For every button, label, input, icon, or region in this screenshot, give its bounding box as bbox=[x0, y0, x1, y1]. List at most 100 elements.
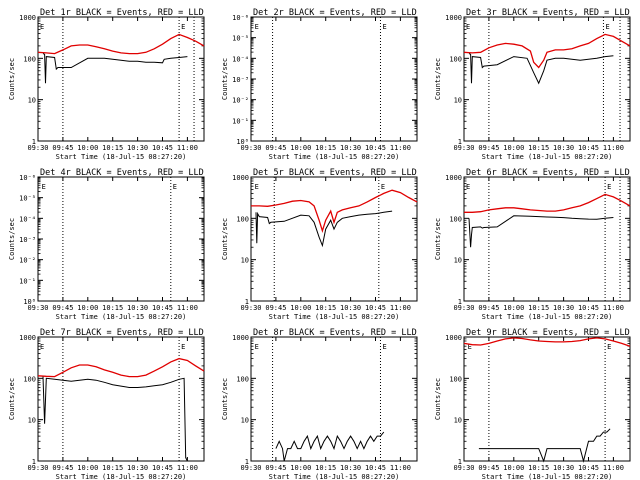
panel-det-4r: Det 4r BLACK = Events, RED = LLD 09:30 09:… bbox=[8, 168, 205, 321]
x-tick-label: 10:00 bbox=[77, 304, 98, 312]
e-marker: E bbox=[382, 23, 386, 31]
panel-title: Det 3r BLACK = Events, RED = LLD bbox=[466, 8, 630, 18]
plot-frame bbox=[37, 16, 205, 142]
x-tick-label: 10:00 bbox=[503, 464, 524, 472]
x-tick-label: 10:30 bbox=[553, 144, 574, 152]
panel-title: Det 2r BLACK = Events, RED = LLD bbox=[253, 8, 417, 18]
y-tick-label: 1 bbox=[458, 138, 462, 146]
y-tick-label: 1 bbox=[458, 458, 462, 466]
x-tick-label: 10:30 bbox=[127, 144, 148, 152]
x-tick-label: 10:15 bbox=[528, 464, 549, 472]
y-tick-label: 10⁻³ bbox=[232, 76, 249, 84]
series-events bbox=[42, 53, 188, 84]
panel-title: Det 5r BLACK = Events, RED = LLD bbox=[253, 168, 417, 178]
x-tick-label: 10:15 bbox=[102, 304, 123, 312]
x-tick-label: 10:15 bbox=[315, 464, 336, 472]
y-tick-label: 10⁻¹ bbox=[19, 277, 36, 285]
e-marker: E bbox=[255, 23, 259, 31]
x-tick-label: 10:30 bbox=[340, 464, 361, 472]
panel-det-7r: Det 7r BLACK = Events, RED = LLD 09:30 09:… bbox=[8, 328, 205, 480]
x-tick-label: 11:00 bbox=[177, 304, 198, 312]
y-tick-label: 1 bbox=[32, 458, 36, 466]
y-axis-label: Counts/sec bbox=[221, 58, 229, 100]
x-tick-label: 10:00 bbox=[290, 304, 311, 312]
x-tick-label: 10:15 bbox=[102, 464, 123, 472]
y-tick-label: 10⁻⁵ bbox=[232, 35, 249, 43]
y-tick-label: 100 bbox=[236, 215, 249, 223]
plot-frame bbox=[463, 16, 631, 142]
y-tick-label: 10⁰ bbox=[23, 298, 36, 306]
x-tick-label: 10:00 bbox=[77, 144, 98, 152]
e-marker: E bbox=[466, 183, 470, 191]
y-tick-label: 10⁻⁴ bbox=[19, 215, 36, 223]
y-tick-label: 10 bbox=[241, 257, 249, 265]
y-tick-label: 100 bbox=[23, 375, 36, 383]
panel-title: Det 4r BLACK = Events, RED = LLD bbox=[40, 168, 204, 178]
y-tick-label: 10 bbox=[454, 97, 462, 105]
y-tick-label: 100 bbox=[23, 55, 36, 63]
series-events bbox=[42, 376, 188, 462]
y-tick-label: 10⁻³ bbox=[19, 236, 36, 244]
x-tick-label: 10:15 bbox=[315, 144, 336, 152]
y-tick-label: 1000 bbox=[445, 334, 462, 342]
y-tick-label: 10 bbox=[454, 257, 462, 265]
plot-frame bbox=[463, 176, 631, 302]
x-tick-label: 10:45 bbox=[365, 144, 386, 152]
e-marker: E bbox=[173, 183, 177, 191]
y-tick-label: 100 bbox=[449, 375, 462, 383]
x-axis-label: Start Time (18-Jul-15 08:27:20) bbox=[56, 313, 187, 321]
e-marker: E bbox=[40, 23, 44, 31]
x-tick-label: 09:45 bbox=[52, 464, 73, 472]
x-tick-label: 10:45 bbox=[578, 304, 599, 312]
y-axis-label: Counts/sec bbox=[434, 378, 442, 420]
y-tick-label: 1 bbox=[245, 298, 249, 306]
x-tick-label: 10:15 bbox=[315, 304, 336, 312]
y-tick-label: 10 bbox=[28, 97, 36, 105]
y-axis-label: Counts/sec bbox=[8, 378, 16, 420]
x-axis-label: Start Time (18-Jul-15 08:27:20) bbox=[269, 473, 400, 480]
y-axis-label: Counts/sec bbox=[434, 218, 442, 260]
panel-det-1r: Det 1r BLACK = Events, RED = LLD 09:30 09:… bbox=[8, 8, 205, 161]
y-tick-label: 1000 bbox=[445, 174, 462, 182]
e-marker: E bbox=[181, 23, 185, 31]
y-axis-label: Counts/sec bbox=[8, 58, 16, 100]
y-tick-label: 100 bbox=[236, 375, 249, 383]
x-axis-label: Start Time (18-Jul-15 08:27:20) bbox=[269, 153, 400, 161]
x-tick-label: 10:30 bbox=[340, 144, 361, 152]
x-axis-label: Start Time (18-Jul-15 08:27:20) bbox=[482, 473, 613, 480]
x-tick-label: 11:00 bbox=[390, 304, 411, 312]
x-tick-label: 09:45 bbox=[265, 304, 286, 312]
y-tick-label: 10⁻² bbox=[232, 97, 249, 105]
panel-det-5r: Det 5r BLACK = Events, RED = LLD 09:30 09:… bbox=[221, 168, 418, 321]
x-tick-label: 10:30 bbox=[127, 464, 148, 472]
plot-frame bbox=[250, 16, 418, 142]
x-axis-label: Start Time (18-Jul-15 08:27:20) bbox=[56, 153, 187, 161]
x-tick-label: 10:30 bbox=[127, 304, 148, 312]
x-tick-label: 09:45 bbox=[52, 304, 73, 312]
series-lld bbox=[37, 33, 205, 55]
panel-det-2r: Det 2r BLACK = Events, RED = LLD 09:30 09:… bbox=[221, 8, 418, 161]
x-tick-label: 10:45 bbox=[365, 304, 386, 312]
x-tick-label: 10:30 bbox=[553, 304, 574, 312]
series-events bbox=[468, 215, 614, 248]
x-tick-label: 10:00 bbox=[503, 304, 524, 312]
x-axis-label: Start Time (18-Jul-15 08:27:20) bbox=[56, 473, 187, 480]
x-axis-label: Start Time (18-Jul-15 08:27:20) bbox=[482, 313, 613, 321]
x-tick-label: 09:30 bbox=[27, 144, 48, 152]
series-events bbox=[478, 428, 611, 463]
y-tick-label: 1000 bbox=[19, 334, 36, 342]
e-marker: E bbox=[181, 343, 185, 351]
x-tick-label: 10:15 bbox=[528, 144, 549, 152]
x-tick-label: 10:30 bbox=[553, 464, 574, 472]
y-tick-label: 10⁻⁵ bbox=[19, 195, 36, 203]
x-tick-label: 10:00 bbox=[503, 144, 524, 152]
series-events bbox=[468, 53, 614, 85]
y-tick-label: 10 bbox=[241, 417, 249, 425]
e-marker: E bbox=[381, 183, 385, 191]
series-lld bbox=[251, 189, 418, 233]
series-events bbox=[275, 431, 385, 462]
x-tick-label: 11:00 bbox=[390, 464, 411, 472]
x-tick-label: 09:30 bbox=[240, 464, 261, 472]
x-tick-label: 10:30 bbox=[340, 304, 361, 312]
